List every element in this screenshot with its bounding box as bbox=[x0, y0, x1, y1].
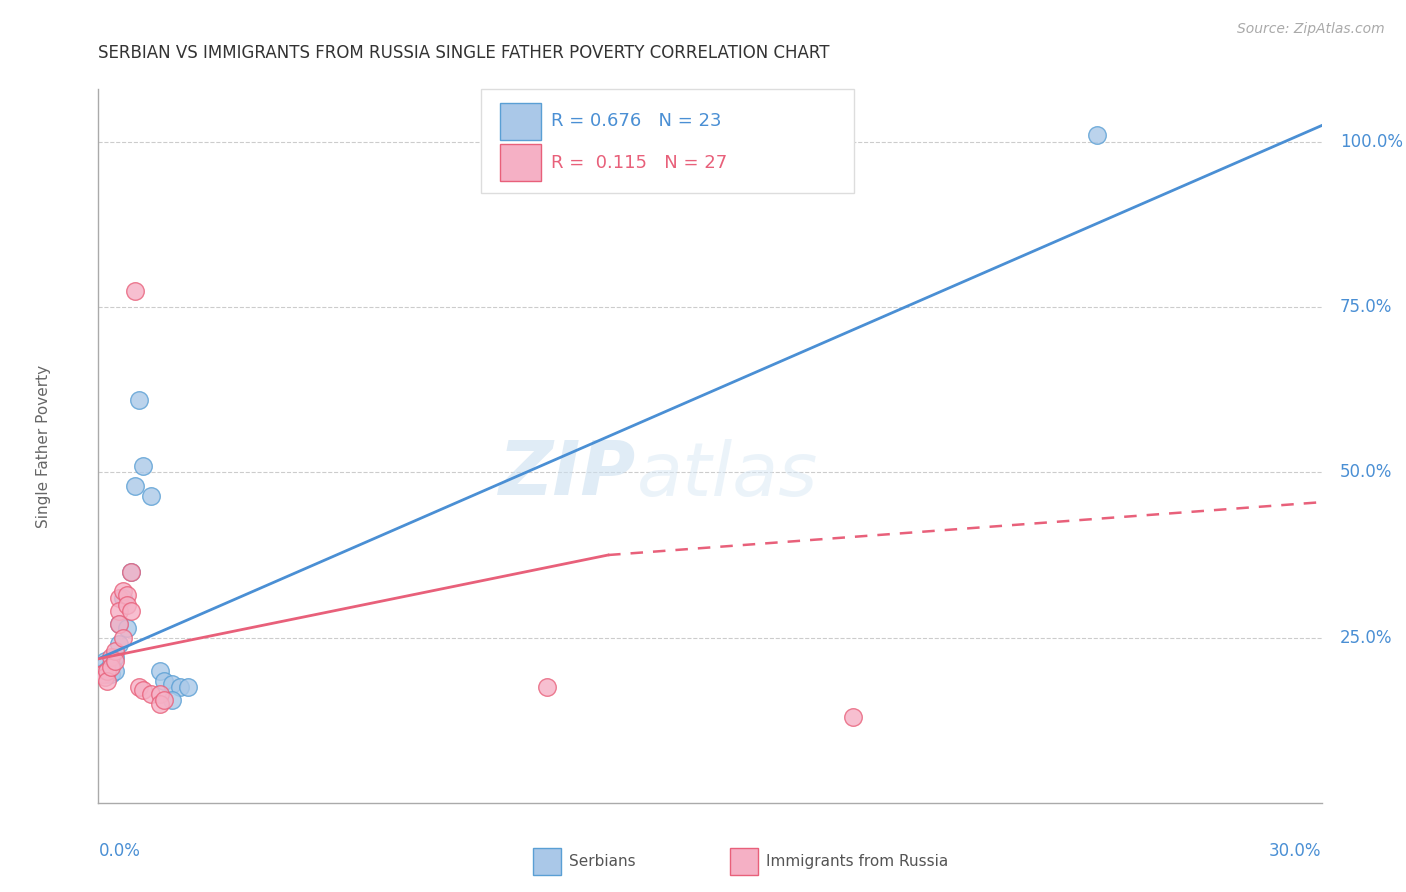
Point bbox=[100, 657, 122, 671]
Point bbox=[1085, 128, 1108, 143]
Point bbox=[100, 660, 122, 674]
Text: 30.0%: 30.0% bbox=[1270, 842, 1322, 860]
Text: atlas: atlas bbox=[637, 439, 818, 510]
Point bbox=[91, 667, 114, 681]
Text: ZIP: ZIP bbox=[499, 438, 637, 511]
Text: R =  0.115   N = 27: R = 0.115 N = 27 bbox=[551, 153, 727, 171]
Point bbox=[96, 673, 118, 688]
Point bbox=[90, 667, 112, 681]
Text: 0.0%: 0.0% bbox=[98, 842, 141, 860]
FancyBboxPatch shape bbox=[499, 103, 541, 140]
Point bbox=[177, 680, 200, 694]
Point bbox=[96, 667, 118, 681]
Point bbox=[149, 697, 172, 711]
Point bbox=[104, 664, 127, 678]
Point bbox=[115, 598, 138, 612]
Point bbox=[841, 710, 863, 724]
Text: Immigrants from Russia: Immigrants from Russia bbox=[766, 855, 949, 869]
Point bbox=[115, 588, 138, 602]
Point bbox=[536, 680, 558, 694]
FancyBboxPatch shape bbox=[499, 145, 541, 181]
Point bbox=[104, 644, 127, 658]
Text: SERBIAN VS IMMIGRANTS FROM RUSSIA SINGLE FATHER POVERTY CORRELATION CHART: SERBIAN VS IMMIGRANTS FROM RUSSIA SINGLE… bbox=[98, 45, 830, 62]
Point bbox=[132, 458, 155, 473]
Point bbox=[111, 591, 134, 605]
Point bbox=[120, 604, 142, 618]
Point bbox=[120, 565, 142, 579]
Point bbox=[100, 667, 122, 681]
Point bbox=[128, 680, 150, 694]
Text: R = 0.676   N = 23: R = 0.676 N = 23 bbox=[551, 112, 721, 130]
Point bbox=[152, 693, 174, 707]
Point bbox=[94, 664, 117, 678]
Point bbox=[128, 392, 150, 407]
FancyBboxPatch shape bbox=[481, 89, 855, 193]
Point bbox=[111, 584, 134, 599]
Point bbox=[111, 631, 134, 645]
Point bbox=[124, 478, 146, 492]
Point bbox=[160, 693, 183, 707]
Point bbox=[149, 687, 172, 701]
Point bbox=[141, 489, 163, 503]
Point bbox=[104, 654, 127, 668]
Text: Serbians: Serbians bbox=[569, 855, 636, 869]
Point bbox=[152, 673, 174, 688]
Text: 50.0%: 50.0% bbox=[1340, 464, 1392, 482]
Point bbox=[108, 617, 131, 632]
Point bbox=[115, 621, 138, 635]
Point bbox=[160, 677, 183, 691]
Point bbox=[169, 680, 191, 694]
Point bbox=[104, 650, 127, 665]
Text: Source: ZipAtlas.com: Source: ZipAtlas.com bbox=[1237, 22, 1385, 37]
Point bbox=[120, 565, 142, 579]
Text: Single Father Poverty: Single Father Poverty bbox=[37, 365, 51, 527]
Point bbox=[100, 650, 122, 665]
Point bbox=[108, 617, 131, 632]
Point bbox=[108, 604, 131, 618]
Text: 100.0%: 100.0% bbox=[1340, 133, 1403, 151]
Point bbox=[108, 637, 131, 651]
Point bbox=[96, 664, 118, 678]
Text: 25.0%: 25.0% bbox=[1340, 629, 1392, 647]
Point bbox=[108, 591, 131, 605]
Text: 75.0%: 75.0% bbox=[1340, 298, 1392, 317]
Point bbox=[141, 687, 163, 701]
Point bbox=[149, 664, 172, 678]
Point bbox=[93, 654, 115, 668]
Point bbox=[132, 683, 155, 698]
Point bbox=[124, 284, 146, 298]
Point bbox=[93, 670, 115, 684]
